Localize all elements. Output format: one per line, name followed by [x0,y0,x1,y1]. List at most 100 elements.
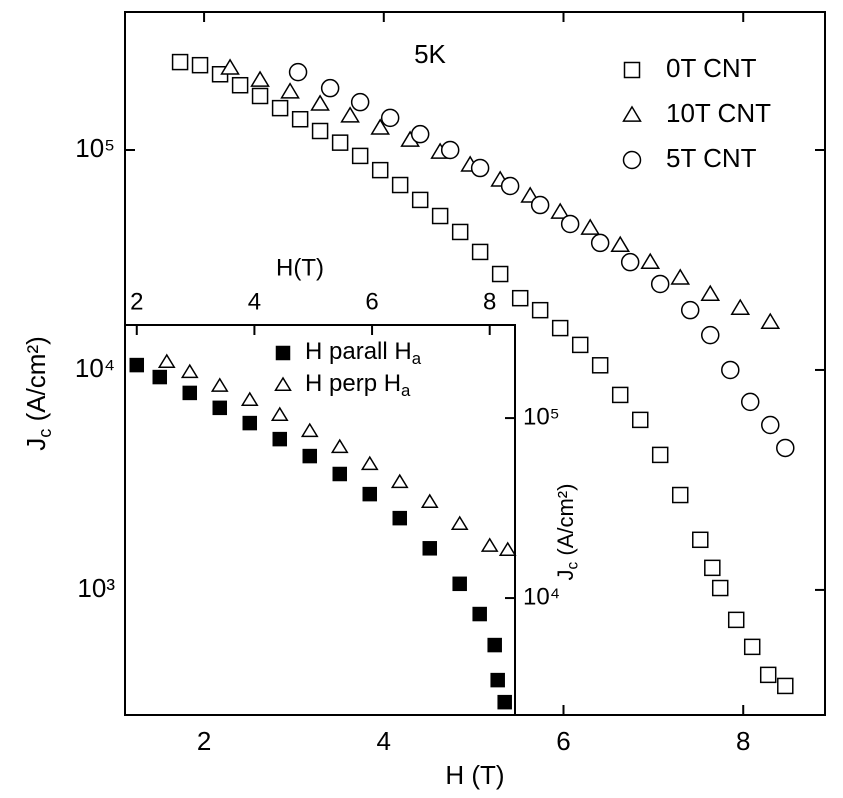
legend-marker [622,150,642,170]
legend-marker [274,376,292,392]
x-tick-label: 4 [248,288,261,315]
marker [129,357,145,373]
marker [560,214,580,234]
legend-label: H parall Ha [305,338,422,368]
legend-label: 5T CNT [666,143,757,173]
marker [760,312,781,329]
marker [776,438,795,458]
marker [410,124,430,144]
marker [727,611,745,629]
marker [250,70,270,87]
marker [431,207,449,225]
marker [491,265,509,283]
x-axis-label: H(T) [276,254,324,281]
marker [740,392,760,412]
marker [743,638,761,656]
legend-label: 10T CNT [666,98,771,128]
marker [640,252,661,270]
marker [251,87,269,105]
marker [152,369,168,385]
y-tick-label: 10⁵ [75,133,115,163]
marker [371,161,389,179]
marker [680,300,700,320]
marker [380,108,400,128]
marker [611,386,629,404]
x-tick-label: 8 [736,726,750,756]
marker [590,233,610,253]
marker [721,360,740,380]
x-tick-label: 6 [365,288,378,315]
marker [759,666,777,684]
marker [490,672,505,688]
marker [392,510,408,526]
marker [272,431,288,447]
marker [700,284,721,302]
marker [651,446,669,464]
legend-marker [622,105,642,122]
marker [591,357,609,374]
marker [240,391,259,407]
marker [730,298,751,315]
marker [330,438,349,454]
y-tick-label: 10⁴ [75,353,115,383]
marker [242,415,258,431]
legend-label: H perp Ha [305,370,411,400]
x-tick-label: 2 [197,726,211,756]
marker [270,406,289,422]
marker [362,486,378,502]
marker [701,325,720,345]
y-axis-label: Jc (A/cm²) [21,336,55,451]
legend-label: 0T CNT [666,53,757,83]
marker [157,353,176,368]
marker [182,385,198,401]
marker [391,176,409,194]
marker [511,289,529,307]
y-tick-label: 10⁴ [523,583,560,610]
marker [471,243,489,261]
marker [530,195,550,215]
marker [480,537,499,552]
marker [350,92,370,112]
marker [340,106,360,123]
x-tick-label: 2 [130,288,143,315]
marker [451,223,469,241]
marker [620,252,640,272]
marker [310,94,330,111]
marker [440,140,460,160]
marker [231,76,249,94]
marker [320,78,340,98]
marker [497,694,512,710]
marker [571,336,589,354]
marker [291,110,309,128]
marker [191,56,209,74]
marker [360,455,379,471]
x-tick-label: 8 [483,288,496,315]
marker [450,515,469,530]
marker [288,62,308,82]
marker [761,415,780,435]
marker [212,400,228,416]
marker [280,82,300,99]
y-tick-label: 10³ [77,573,115,603]
marker [300,422,319,438]
marker [171,53,189,71]
marker [311,122,329,140]
marker [351,147,369,165]
marker [498,541,517,556]
marker [210,377,229,392]
marker [531,301,549,319]
annotation: 5K [414,39,446,69]
marker [452,576,467,592]
marker [411,191,429,209]
marker [390,473,409,489]
marker [422,541,438,556]
marker [472,606,487,622]
marker [692,531,709,549]
marker [777,677,794,695]
legend-marker [275,345,291,361]
marker [180,363,199,379]
marker [551,319,569,337]
x-tick-label: 4 [377,726,391,756]
marker [500,176,520,196]
